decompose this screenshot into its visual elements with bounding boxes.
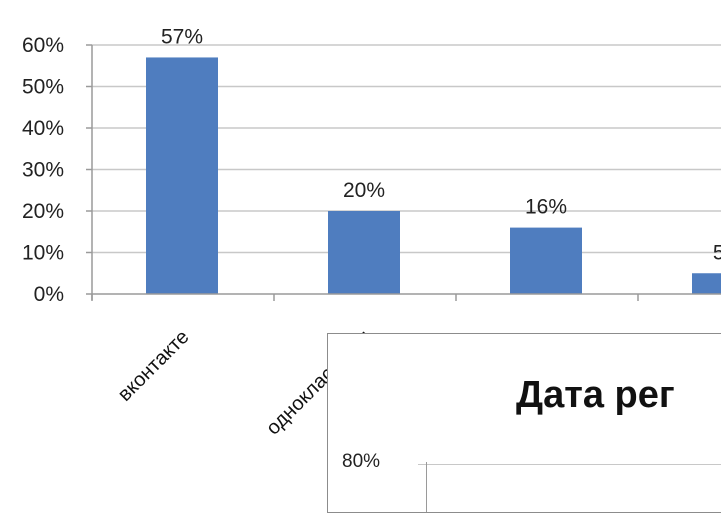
- data-labels: 57% 20% 16% 5%: [161, 25, 721, 264]
- bar: [328, 211, 400, 294]
- y-tick-labels: 0% 10% 20% 30% 40% 50% 60%: [22, 34, 64, 306]
- axes: [86, 44, 721, 301]
- second-chart-y-tick: 80%: [342, 451, 381, 472]
- bars: [146, 57, 721, 295]
- y-tick-label: 60%: [22, 34, 64, 57]
- y-tick-label: 0%: [34, 283, 64, 306]
- y-tick-label: 40%: [22, 117, 64, 140]
- bar: [510, 227, 582, 294]
- y-tick-label: 30%: [22, 159, 64, 182]
- data-label: 20%: [343, 179, 385, 202]
- second-chart-gridline: [418, 464, 721, 465]
- second-chart-panel: Дата рег 80%: [327, 333, 721, 513]
- second-chart-y-axis: [426, 462, 427, 512]
- y-tick-label: 10%: [22, 242, 64, 265]
- bar: [692, 273, 721, 294]
- data-label: 57%: [161, 25, 203, 48]
- bar: [146, 57, 218, 295]
- main-bar-chart: 0% 10% 20% 30% 40% 50% 60% 57% 20% 16% 5% вконтак…: [22, 25, 721, 439]
- y-tick-label: 50%: [22, 76, 64, 99]
- second-chart-title: Дата рег: [516, 374, 675, 416]
- y-tick-label: 20%: [22, 200, 64, 223]
- data-label: 5%: [713, 241, 721, 264]
- category-label: вконтакте: [114, 326, 194, 406]
- data-label: 16%: [525, 196, 567, 219]
